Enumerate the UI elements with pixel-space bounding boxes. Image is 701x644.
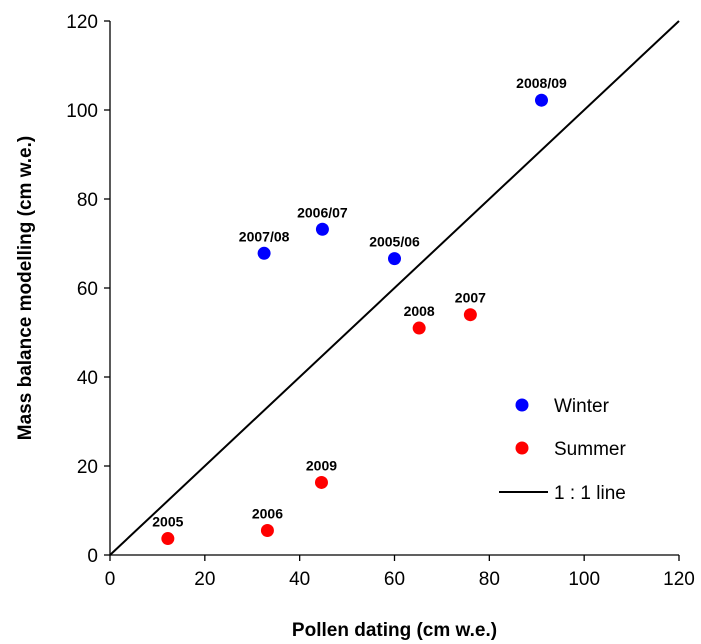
summer-point-label: 2008 bbox=[404, 303, 435, 319]
summer-point bbox=[412, 321, 426, 335]
y-tick-label: 80 bbox=[77, 190, 98, 211]
x-tick-label: 120 bbox=[663, 569, 695, 590]
winter-point bbox=[534, 93, 548, 107]
plot-area: 2007/08 2006/07 2005/06 2008/09 2005 2006 2009… bbox=[109, 20, 680, 556]
winter-point bbox=[257, 246, 271, 260]
legend-label-summer: Summer bbox=[554, 439, 626, 460]
winter-point bbox=[315, 222, 329, 236]
one-to-one-line bbox=[109, 20, 680, 556]
x-tick-label: 60 bbox=[384, 569, 405, 590]
summer-point bbox=[260, 524, 274, 538]
legend: Winter Summer 1 : 1 line bbox=[499, 396, 626, 504]
y-tick-label: 120 bbox=[66, 12, 98, 33]
x-tick-label: 0 bbox=[105, 569, 116, 590]
x-axis-title: Pollen dating (cm w.e.) bbox=[292, 620, 497, 641]
summer-point-label: 2009 bbox=[306, 457, 337, 473]
summer-point-label: 2006 bbox=[252, 506, 283, 522]
legend-marker-summer bbox=[515, 441, 529, 455]
winter-point-label: 2007/08 bbox=[239, 228, 290, 244]
y-tick-label: 0 bbox=[87, 546, 98, 567]
winter-point-label: 2008/09 bbox=[516, 75, 567, 91]
y-axis-title: Mass balance modelling (cm w.e.) bbox=[15, 136, 36, 440]
summer-point-label: 2005 bbox=[152, 514, 183, 530]
summer-point bbox=[161, 532, 175, 546]
winter-point-label: 2005/06 bbox=[369, 234, 420, 250]
winter-point bbox=[388, 252, 401, 266]
x-tick-label: 100 bbox=[568, 569, 600, 590]
legend-label-one-to-one-line: 1 : 1 line bbox=[554, 483, 626, 504]
summer-point-label: 2007 bbox=[455, 290, 486, 306]
x-tick-label: 20 bbox=[194, 569, 215, 590]
x-tick-label: 80 bbox=[479, 569, 500, 590]
y-tick-label: 60 bbox=[77, 279, 98, 300]
y-tick-label: 40 bbox=[77, 368, 98, 389]
legend-label-winter: Winter bbox=[554, 396, 610, 417]
summer-point bbox=[314, 475, 328, 489]
axes: 0 20 40 60 80 100 120 0 20 40 60 80 100 120 bbox=[66, 12, 695, 590]
x-tick-label: 40 bbox=[289, 569, 310, 590]
winter-point-label: 2006/07 bbox=[297, 204, 348, 220]
y-tick-label: 20 bbox=[77, 457, 98, 478]
legend-marker-winter bbox=[515, 398, 529, 412]
summer-point bbox=[463, 308, 477, 322]
y-tick-label: 100 bbox=[66, 101, 98, 122]
